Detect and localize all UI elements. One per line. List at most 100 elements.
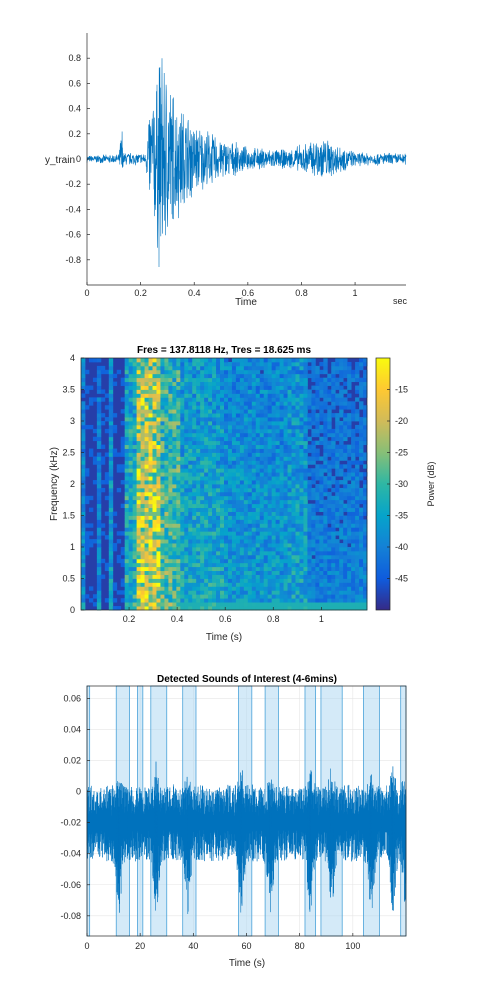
spectrogram-cell: [160, 428, 165, 434]
spectrogram-cell: [132, 424, 138, 430]
spectrogram-cell: [160, 405, 165, 410]
spectrogram-cell: [287, 578, 292, 583]
spectrogram-cell: [192, 515, 197, 520]
spectrogram-cell: [363, 566, 368, 572]
spectrogram-cell: [176, 417, 181, 422]
spectrogram-cell: [172, 365, 177, 371]
spectrogram-cell: [120, 468, 126, 473]
spectrogram-cell: [351, 539, 356, 544]
spectrogram-cell: [291, 507, 296, 512]
spectrogram-cell: [347, 468, 352, 473]
spectrogram-cell: [188, 586, 193, 591]
spectrogram-cell: [216, 547, 221, 552]
spectrogram-cell: [116, 468, 122, 473]
spectrogram-cell: [339, 570, 344, 575]
spectrogram-cell: [208, 503, 213, 509]
spectrogram-cell: [152, 531, 157, 536]
waveform-ytick-label: 0: [76, 154, 81, 164]
spectrogram-cell: [243, 491, 249, 497]
spectrogram-cell: [251, 515, 257, 520]
spectrogram-cell: [176, 550, 181, 556]
spectrogram-cell: [192, 606, 197, 611]
spectrogram-cell: [164, 361, 169, 367]
spectrogram-cell: [247, 436, 253, 442]
spectrogram-cell: [192, 495, 197, 501]
spectrogram-cell: [335, 401, 340, 406]
spectrogram-cell: [192, 464, 197, 469]
spectrogram-cell: [323, 381, 328, 386]
spectrogram-cell: [331, 499, 336, 505]
spectrogram-cell: [192, 507, 197, 512]
spectrogram-cell: [152, 554, 157, 560]
spectrogram-cell: [363, 405, 368, 410]
spectrogram-cell: [303, 487, 308, 493]
spectrogram-cell: [164, 606, 169, 611]
spectrogram-cell: [124, 440, 130, 446]
spectrogram-cell: [363, 417, 368, 422]
spectrogram-cell: [96, 562, 102, 568]
spectrogram-cell: [136, 365, 141, 371]
spectrogram-cell: [224, 385, 229, 390]
spectrogram-cell: [152, 503, 157, 509]
spectrogram-cell: [243, 373, 249, 379]
spectrogram-cell: [247, 393, 253, 398]
spectrogram-cell: [347, 369, 352, 375]
spectrogram-cell: [140, 558, 145, 564]
spectrogram-cell: [172, 413, 177, 418]
spectrogram-cell: [164, 535, 169, 540]
spectrogram-cell: [355, 550, 360, 556]
spectrogram-cell: [231, 393, 237, 398]
spectrogram-cell: [108, 421, 114, 426]
spectrogram-cell: [184, 377, 189, 383]
spectrogram-cell: [327, 511, 332, 516]
spectrogram-cell: [259, 428, 265, 434]
spectrogram-cell: [224, 444, 229, 449]
spectrogram-cell: [227, 456, 233, 461]
spectrogram-cell: [224, 393, 229, 398]
spectrogram-cell: [271, 547, 277, 552]
spectrogram-cell: [132, 543, 138, 548]
spectrogram-cell: [267, 602, 273, 607]
spectrogram-cell: [188, 547, 193, 552]
spectrogram-cell: [299, 539, 304, 544]
spectrogram-cell: [271, 578, 277, 583]
spectrogram-cell: [92, 460, 98, 465]
spectrogram-cell: [363, 578, 368, 583]
spectrogram-cell: [168, 562, 173, 568]
spectrogram-cell: [323, 448, 328, 453]
spectrogram-cell: [164, 562, 169, 568]
spectrogram-cell: [363, 558, 368, 564]
spectrogram-cell: [132, 472, 138, 477]
spectrogram-cell: [144, 369, 149, 375]
spectrogram-cell: [279, 460, 284, 465]
spectrogram-cell: [263, 602, 269, 607]
spectrogram-cell: [311, 570, 316, 575]
spectrogram-cell: [359, 436, 364, 442]
spectrogram-cell: [283, 440, 288, 446]
spectrogram-cell: [204, 543, 209, 548]
spectrogram-cell: [327, 424, 332, 430]
spectrogram-cell: [295, 421, 300, 426]
spectrogram-cell: [128, 554, 134, 560]
spectrogram-cell: [132, 511, 138, 516]
spectrogram-cell: [168, 369, 173, 375]
spectrogram-cell: [136, 401, 141, 406]
spectrogram-cell: [263, 594, 269, 599]
spectrogram-cell: [255, 547, 261, 552]
spectrogram-cell: [295, 495, 300, 501]
spectrogram-cell: [255, 499, 261, 505]
spectrogram-cell: [239, 377, 245, 383]
spectrogram-cell: [188, 468, 193, 473]
spectrogram-cell: [84, 523, 90, 528]
spectrogram-cell: [251, 381, 257, 386]
spectrogram-cell: [216, 495, 221, 501]
spectrogram-cell: [351, 468, 356, 473]
spectrogram-cell: [279, 515, 284, 520]
spectrogram-cell: [192, 405, 197, 410]
spectrogram-cell: [251, 519, 257, 524]
spectrogram-cell: [128, 476, 134, 481]
spectrogram-cell: [136, 381, 141, 386]
spectrogram-cell: [168, 594, 173, 599]
spectrogram-cell: [200, 464, 205, 469]
spectrogram-cell: [263, 519, 269, 524]
